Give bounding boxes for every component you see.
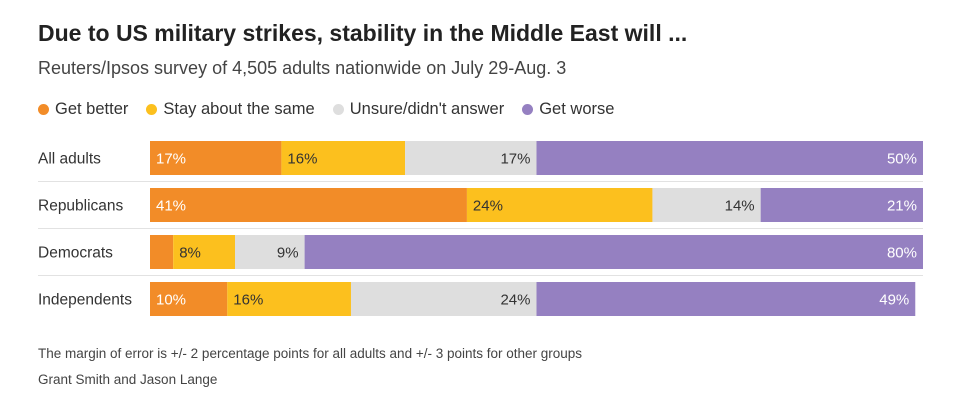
legend-item: Unsure/didn't answer bbox=[332, 100, 505, 119]
data-label: 24% bbox=[500, 292, 530, 309]
bar-segment bbox=[652, 188, 761, 222]
data-label: 14% bbox=[725, 198, 755, 215]
bar-segment bbox=[536, 282, 916, 316]
legend-item: Get better bbox=[38, 100, 128, 119]
data-label: 10% bbox=[156, 292, 186, 309]
bar-segment bbox=[281, 141, 406, 175]
data-label: 17% bbox=[156, 151, 186, 168]
legend-swatch bbox=[146, 104, 158, 115]
legend-item: Stay about the same bbox=[146, 100, 315, 119]
chart-title: Due to US military strikes, stability in… bbox=[38, 20, 688, 46]
data-label: 49% bbox=[879, 292, 909, 309]
category-label: Democrats bbox=[38, 245, 113, 262]
bar-segment bbox=[173, 235, 236, 269]
category-label: All adults bbox=[38, 151, 101, 168]
bar-segment bbox=[466, 188, 653, 222]
legend-label: Get better bbox=[55, 100, 129, 118]
legend-label: Get worse bbox=[539, 100, 615, 118]
bar-segment bbox=[150, 235, 174, 269]
bar-segment bbox=[150, 188, 467, 222]
legend-label: Unsure/didn't answer bbox=[349, 100, 505, 118]
credit-line: Grant Smith and Jason Lange bbox=[38, 372, 218, 387]
data-label: 16% bbox=[287, 151, 317, 168]
bar-segment bbox=[150, 282, 228, 316]
bar-segment bbox=[150, 141, 282, 175]
data-label: 8% bbox=[179, 245, 201, 262]
data-label: 41% bbox=[156, 198, 186, 215]
data-label: 17% bbox=[500, 151, 530, 168]
bar-segment bbox=[350, 282, 537, 316]
category-label: Republicans bbox=[38, 198, 124, 215]
bar-segment bbox=[235, 235, 305, 269]
data-label: 50% bbox=[887, 151, 917, 168]
data-label: 24% bbox=[473, 198, 503, 215]
category-label: Independents bbox=[38, 292, 132, 309]
legend-swatch bbox=[332, 104, 344, 115]
bar-segment bbox=[304, 235, 924, 269]
legend-swatch bbox=[38, 104, 49, 115]
bar-segment bbox=[227, 282, 351, 316]
bar-segment bbox=[405, 141, 537, 175]
legend-swatch bbox=[522, 104, 534, 115]
data-label: 80% bbox=[887, 245, 917, 262]
data-label: 9% bbox=[277, 245, 299, 262]
data-label: 16% bbox=[233, 292, 263, 309]
chart-legend: Get better Stay about the same Unsure/didn… bbox=[38, 100, 614, 119]
bar-segment bbox=[760, 188, 923, 222]
legend-item: Get worse bbox=[522, 100, 614, 119]
data-label: 21% bbox=[887, 198, 917, 215]
margin-of-error-note: The margin of error is +/- 2 percentage … bbox=[38, 346, 583, 361]
legend-label: Stay about the same bbox=[163, 100, 315, 118]
chart-subtitle: Reuters/Ipsos survey of 4,505 adults nat… bbox=[38, 58, 567, 78]
bar-segment bbox=[536, 141, 923, 175]
